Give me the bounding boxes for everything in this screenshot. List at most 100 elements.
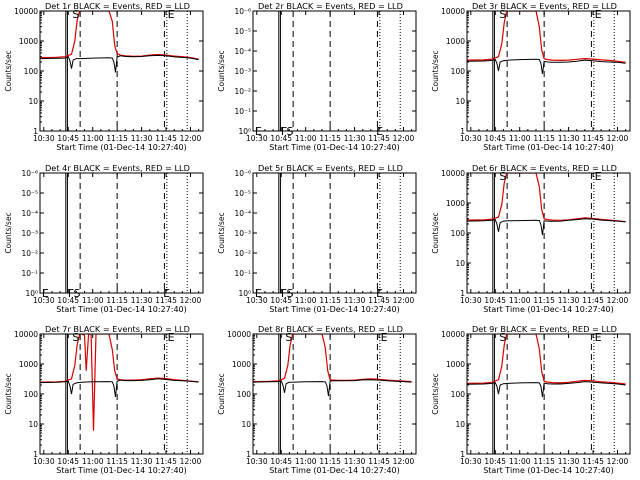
y-tick-label: 10000 bbox=[14, 330, 38, 339]
y-axis-label: Counts/sec bbox=[4, 50, 13, 91]
series-lld-line bbox=[253, 334, 412, 383]
y-tick-label: 1 bbox=[246, 450, 251, 459]
plot-frame bbox=[466, 333, 631, 455]
y-tick-label: 1 bbox=[460, 127, 465, 136]
series-group bbox=[467, 173, 626, 236]
y-tick-label: 10000 bbox=[441, 330, 465, 339]
y-tick-label: 10⁻⁴ bbox=[234, 47, 251, 56]
y-tick-label: 10⁻⁶ bbox=[234, 169, 251, 178]
x-tick-label: 11:15 bbox=[533, 457, 555, 466]
y-tick-label: 10 bbox=[28, 420, 38, 429]
x-tick-label: 11:30 bbox=[344, 457, 366, 466]
y-axis: 10⁰ 10⁻¹ 10⁻² 10⁻³ 10⁻⁴ 10⁻⁵ 10⁻⁶ Counts/sec bbox=[217, 7, 416, 136]
y-axis-label: Counts/sec bbox=[217, 212, 226, 253]
y-axis: 1 10 100 1000 10000 Counts/sec bbox=[217, 330, 416, 459]
x-tick-label: 11:45 bbox=[368, 134, 390, 143]
y-tick-label: 10⁻⁶ bbox=[21, 169, 38, 178]
x-tick-label: 11:30 bbox=[558, 457, 580, 466]
y-tick-label: 100 bbox=[451, 229, 466, 238]
x-tick-label: 10:30 bbox=[33, 457, 55, 466]
x-tick-label: 12:00 bbox=[393, 134, 415, 143]
y-tick-label: 10000 bbox=[14, 7, 38, 16]
series-events-line bbox=[40, 378, 199, 397]
y-tick-label: 10 bbox=[455, 97, 465, 106]
y-tick-label: 10⁻² bbox=[234, 249, 251, 258]
x-axis-label: Start Time (01-Dec-14 10:27:40) bbox=[483, 466, 614, 475]
y-axis: 10⁰ 10⁻¹ 10⁻² 10⁻³ 10⁻⁴ 10⁻⁵ 10⁻⁶ Counts/sec bbox=[4, 169, 203, 298]
y-axis: 1 10 100 1000 10000 Counts/sec bbox=[4, 7, 203, 136]
x-axis: 10:30 10:45 11:00 11:15 11:30 11:45 12:00Start… bbox=[246, 334, 415, 475]
plot-frame bbox=[39, 333, 204, 455]
y-tick-label: 10⁻² bbox=[234, 87, 251, 96]
y-tick-label: 10000 bbox=[441, 7, 465, 16]
series-group bbox=[253, 334, 412, 397]
y-tick-label: 10000 bbox=[441, 169, 465, 178]
y-axis-label: Counts/sec bbox=[431, 373, 440, 414]
x-axis: 10:30 10:45 11:00 11:15 11:30 11:45 12:00Start… bbox=[33, 334, 202, 475]
x-tick-label: 10:45 bbox=[57, 296, 79, 305]
y-tick-label: 10⁻¹ bbox=[234, 107, 251, 116]
y-tick-label: 100 bbox=[237, 390, 252, 399]
flag-label: S bbox=[72, 8, 79, 21]
y-tick-label: 1 bbox=[460, 289, 465, 298]
y-tick-label: 10 bbox=[455, 420, 465, 429]
y-tick-label: 10 bbox=[455, 259, 465, 268]
x-tick-label: 10:30 bbox=[246, 296, 268, 305]
x-axis-label: Start Time (01-Dec-14 10:27:40) bbox=[56, 305, 187, 314]
marker-lines bbox=[65, 334, 188, 454]
y-tick-label: 10 bbox=[241, 420, 251, 429]
x-axis-label: Start Time (01-Dec-14 10:27:40) bbox=[483, 143, 614, 152]
x-tick-label: 11:45 bbox=[155, 134, 177, 143]
y-tick-label: 10⁻³ bbox=[234, 229, 251, 238]
x-tick-label: 11:15 bbox=[319, 296, 341, 305]
plot-frame bbox=[252, 10, 417, 132]
x-tick-label: 11:00 bbox=[295, 296, 317, 305]
x-tick-label: 11:30 bbox=[344, 134, 366, 143]
series-group bbox=[40, 11, 199, 73]
series-events-line bbox=[40, 54, 199, 73]
series-group bbox=[467, 11, 626, 74]
marker-lines bbox=[492, 11, 615, 131]
y-axis-label: Counts/sec bbox=[431, 50, 440, 91]
x-tick-label: 10:45 bbox=[484, 296, 506, 305]
x-tick-label: 11:45 bbox=[155, 457, 177, 466]
y-tick-label: 10⁻⁵ bbox=[234, 27, 251, 36]
y-tick-label: 1000 bbox=[19, 360, 38, 369]
y-axis-label: Counts/sec bbox=[217, 50, 226, 91]
y-axis: 10⁰ 10⁻¹ 10⁻² 10⁻³ 10⁻⁴ 10⁻⁵ 10⁻⁶ Counts/sec bbox=[217, 169, 416, 298]
series-lld-line bbox=[467, 11, 626, 63]
flag-label: S bbox=[499, 8, 506, 21]
flag-label: E bbox=[168, 8, 175, 21]
x-tick-label: 11:15 bbox=[106, 134, 128, 143]
x-tick-label: 11:00 bbox=[295, 134, 317, 143]
marker-lines bbox=[278, 173, 401, 293]
x-tick-label: 10:30 bbox=[246, 457, 268, 466]
flag-label: S bbox=[499, 170, 506, 183]
series-lld-line bbox=[40, 11, 199, 60]
x-tick-label: 11:15 bbox=[533, 296, 555, 305]
panel-title: Det 1r BLACK = Events, RED = LLD bbox=[45, 1, 190, 11]
x-tick-label: 10:30 bbox=[460, 457, 482, 466]
y-tick-label: 10⁻³ bbox=[21, 229, 38, 238]
x-tick-label: 10:30 bbox=[460, 296, 482, 305]
panel-title: Det 2r BLACK = Events, RED = LLD bbox=[258, 1, 403, 11]
y-tick-label: 100 bbox=[451, 67, 466, 76]
x-tick-label: 12:00 bbox=[607, 457, 629, 466]
x-tick-label: 10:45 bbox=[270, 296, 292, 305]
flag-label: S bbox=[285, 331, 292, 344]
x-tick-label: 11:30 bbox=[558, 134, 580, 143]
x-tick-label: 12:00 bbox=[180, 296, 202, 305]
x-tick-label: 11:15 bbox=[319, 457, 341, 466]
x-tick-label: 11:00 bbox=[509, 134, 531, 143]
y-axis: 1 10 100 1000 10000 Counts/sec bbox=[431, 7, 630, 136]
series-lld-line bbox=[467, 334, 626, 385]
y-tick-label: 1 bbox=[460, 450, 465, 459]
x-tick-label: 12:00 bbox=[393, 457, 415, 466]
x-tick-label: 12:00 bbox=[180, 134, 202, 143]
